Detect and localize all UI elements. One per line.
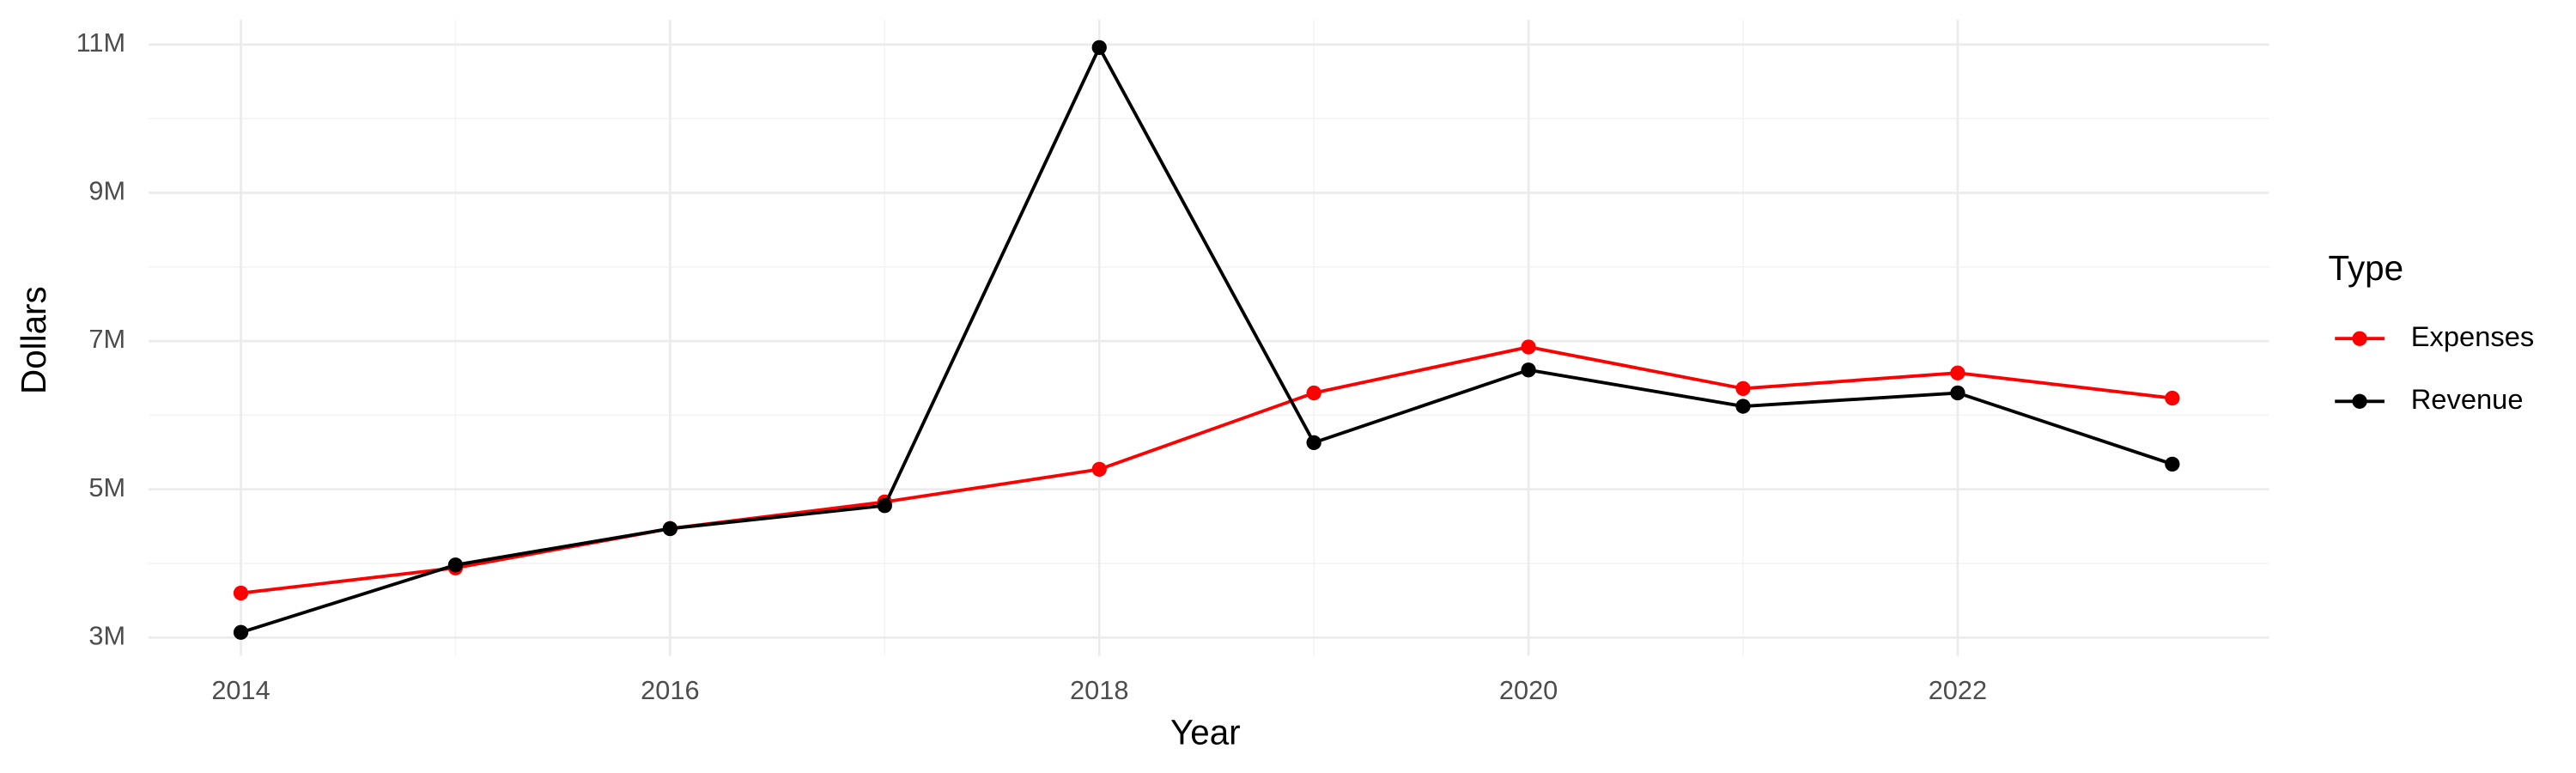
y-tick-label: 7M [88, 324, 125, 354]
data-point [2165, 456, 2180, 472]
data-point [1306, 435, 1321, 450]
data-point [1735, 399, 1751, 414]
data-point [1091, 461, 1107, 478]
data-point [233, 624, 249, 640]
x-tick-label: 2020 [1499, 675, 1558, 705]
y-tick-label: 11M [76, 27, 126, 58]
data-point [1735, 380, 1751, 396]
x-axis-title: Year [1170, 712, 1241, 752]
y-tick-label: 5M [88, 472, 125, 502]
legend-title: Type [2329, 248, 2404, 288]
series-line [240, 44, 2173, 635]
x-tick-label: 2022 [1929, 675, 1987, 705]
data-point [2165, 390, 2180, 406]
grid [149, 20, 2269, 656]
y-tick-label: 9M [88, 176, 125, 206]
legend-key-point [2352, 393, 2367, 409]
data-point [1521, 362, 1536, 378]
data-point [662, 520, 678, 537]
data-point [1521, 339, 1536, 355]
legend-key-point [2352, 331, 2367, 346]
legend-label: Expenses [2411, 320, 2535, 352]
data-point [447, 557, 464, 573]
x-tick-label: 2018 [1070, 675, 1128, 705]
x-tick-label: 2014 [211, 675, 270, 705]
data-point [1306, 385, 1321, 401]
data-point [877, 498, 892, 514]
x-tick-label: 2016 [641, 675, 699, 705]
data-point [1950, 385, 1965, 401]
data-point [1950, 365, 1965, 380]
y-tick-label: 3M [88, 620, 125, 650]
series-line [240, 345, 2173, 595]
data-point [1091, 40, 1107, 56]
legend-label: Revenue [2411, 383, 2524, 415]
y-axis-title: Dollars [14, 286, 53, 394]
data-point [233, 585, 249, 601]
